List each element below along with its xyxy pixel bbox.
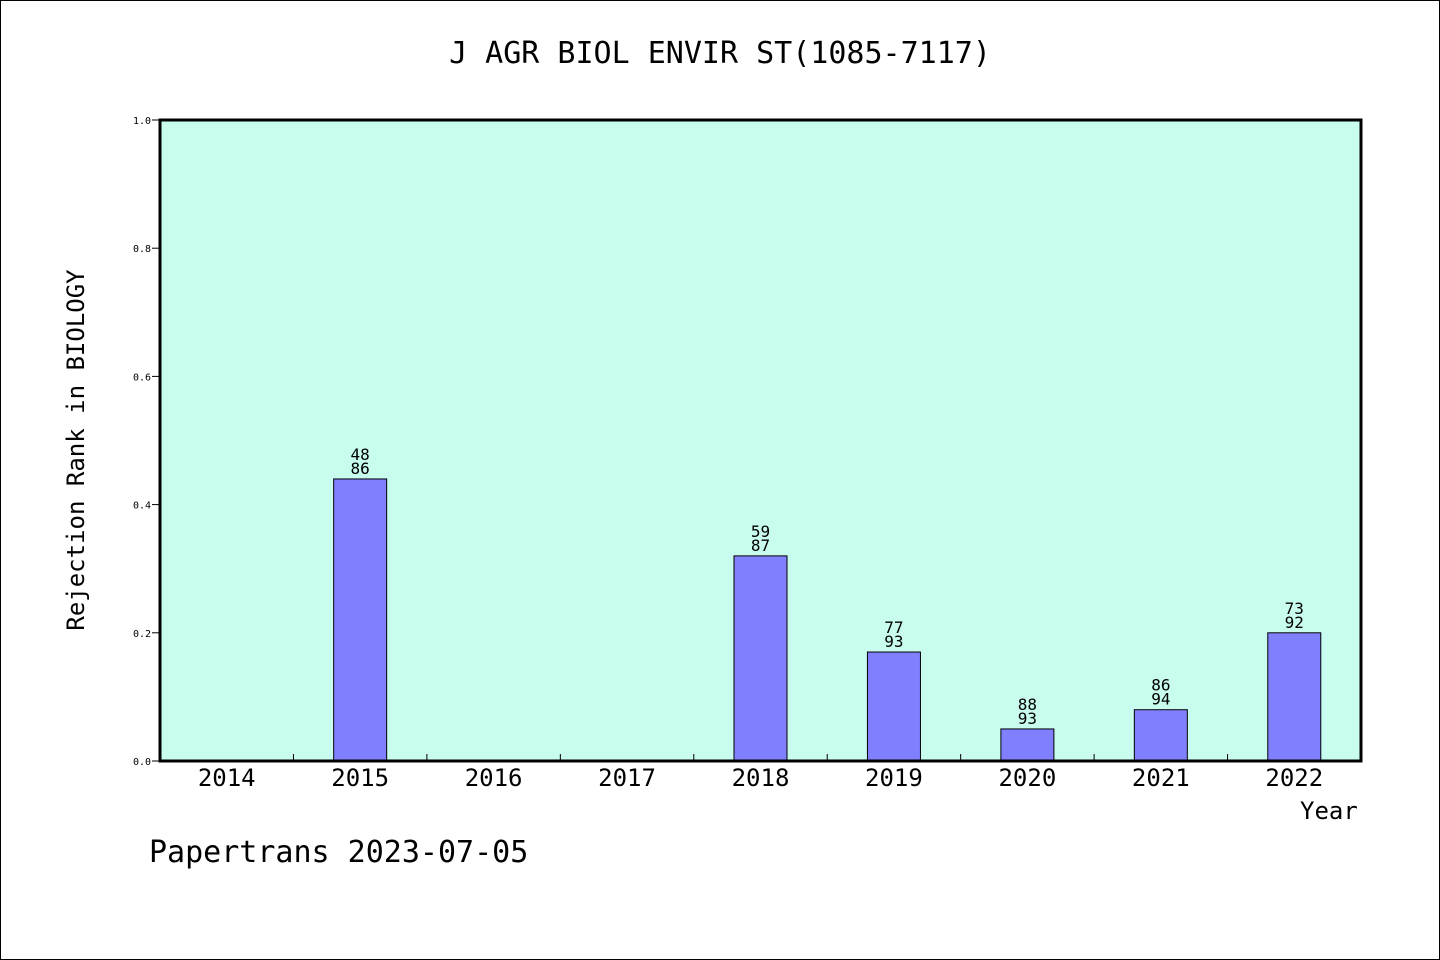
bar-2020 <box>1000 728 1055 762</box>
x-tick-label-2018: 2018 <box>732 764 790 792</box>
y-tick-label: 0.2 <box>133 629 151 640</box>
x-tick-label-2020: 2020 <box>998 764 1056 792</box>
bar-label-top-2015: 48 <box>351 445 370 464</box>
bar-2018 <box>733 555 788 762</box>
y-tick-label: 0.8 <box>133 244 151 255</box>
y-axis-label: Rejection Rank in BIOLOGY <box>62 269 90 631</box>
x-tick-label-2019: 2019 <box>865 764 923 792</box>
bars-group <box>333 478 1322 762</box>
bar-label-top-2022: 73 <box>1285 599 1304 618</box>
bar-label-top-2019: 77 <box>884 618 903 637</box>
x-axis-label: Year <box>1300 797 1358 825</box>
x-tick-label-2016: 2016 <box>465 764 523 792</box>
y-axis: 0.0 0.2 0.4 0.6 0.8 1.0 <box>133 116 160 768</box>
x-tick-label-2015: 2015 <box>331 764 389 792</box>
bar-label-bottom-2015: 86 <box>351 459 370 478</box>
y-tick-label: 1.0 <box>133 116 151 127</box>
bar-label-bottom-2019: 93 <box>884 632 903 651</box>
bar-label-bottom-2022: 92 <box>1285 613 1304 632</box>
x-tick-label-2014: 2014 <box>198 764 256 792</box>
bar-label-bottom-2018: 87 <box>751 536 770 555</box>
bar-label-top-2018: 59 <box>751 522 770 541</box>
chart-title: J AGR BIOL ENVIR ST(1085-7117) <box>449 36 991 71</box>
bar-2015 <box>333 478 388 762</box>
footer-text: Papertrans 2023-07-05 <box>149 835 529 870</box>
bar-label-top-2021: 86 <box>1151 676 1170 695</box>
x-tick-label-2017: 2017 <box>598 764 656 792</box>
x-tick-label-2021: 2021 <box>1132 764 1190 792</box>
bar-2021 <box>1133 709 1188 762</box>
x-axis: 2014 2015 2016 2017 2018 2019 2020 2021 2022 <box>198 754 1323 792</box>
y-tick-label: 0.6 <box>133 372 151 383</box>
bar-label-bottom-2020: 93 <box>1018 709 1037 728</box>
bar-label-top-2020: 88 <box>1018 695 1037 714</box>
bar-2022 <box>1267 632 1322 762</box>
bar-2019 <box>866 651 921 762</box>
x-tick-label-2022: 2022 <box>1265 764 1323 792</box>
plot-border <box>158 118 1363 763</box>
y-tick-label: 0.4 <box>133 501 151 512</box>
y-tick-label: 0.0 <box>133 757 151 768</box>
bar-label-bottom-2021: 94 <box>1151 690 1170 709</box>
